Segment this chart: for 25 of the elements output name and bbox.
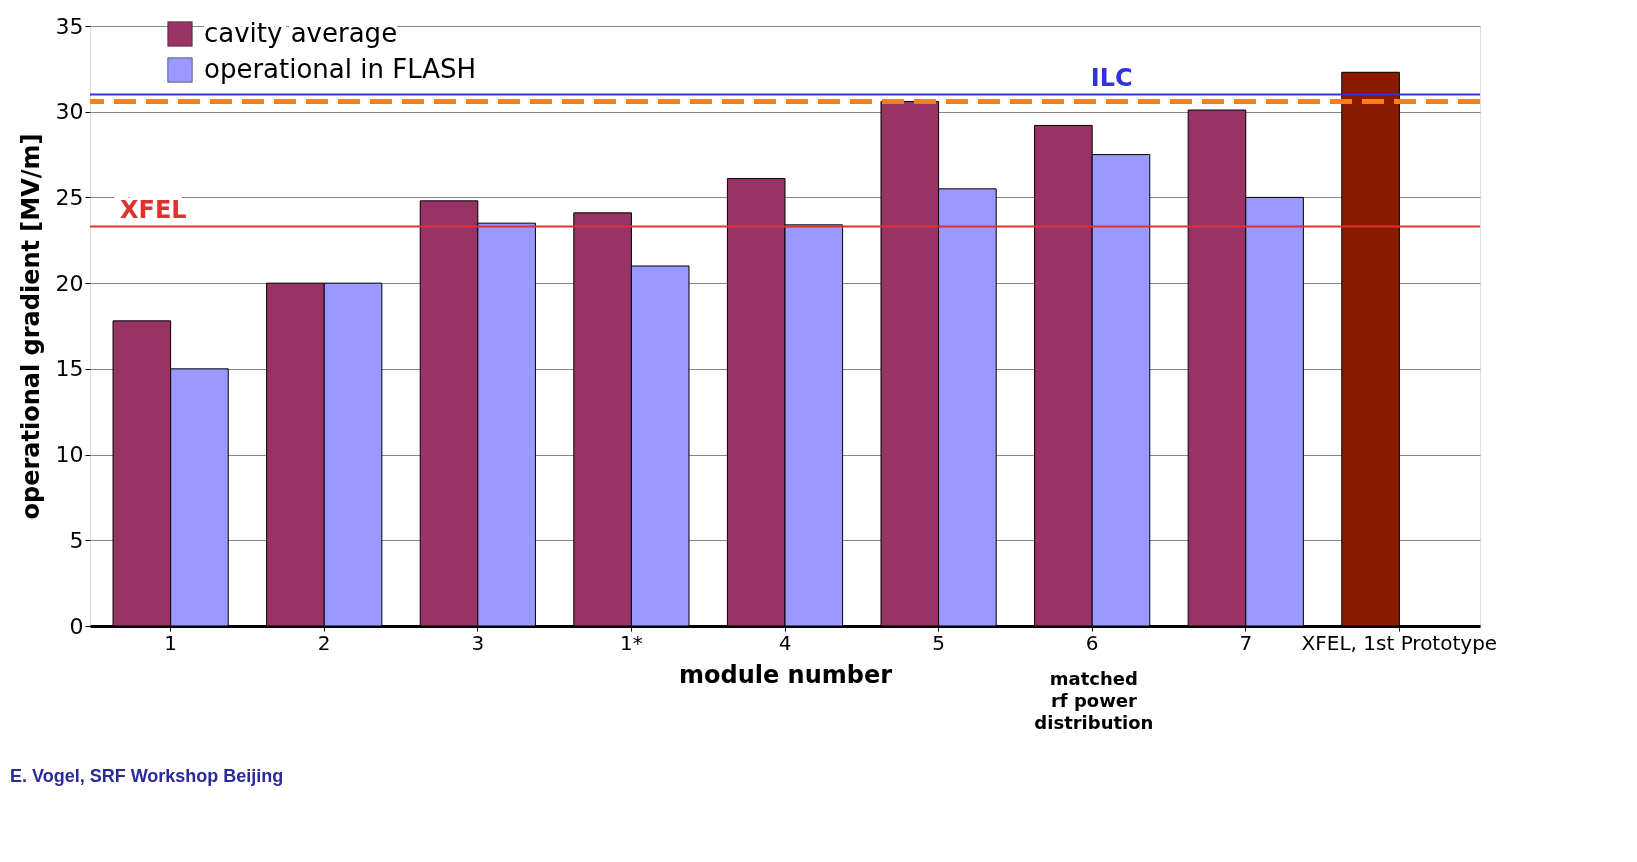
y-tick-label: 35 (55, 13, 84, 39)
text: matched rf power distribution (1034, 668, 1154, 733)
x-tick-label: 7 (1239, 630, 1253, 655)
y-tick-label: 0 (69, 613, 84, 639)
x-tick-label: XFEL, 1st Prototype (1301, 630, 1498, 655)
x-tick-label: 2 (317, 630, 331, 655)
y-tick-label: 10 (55, 442, 84, 468)
ref-line-label: ILC (1090, 63, 1133, 92)
legend-label: operational in FLASH (204, 54, 477, 84)
y-tick-label: 5 (69, 527, 84, 553)
x-axis-title: module number (678, 660, 893, 689)
text: E. Vogel, SRF Workshop Beijing (10, 766, 284, 786)
x-tick-label: 4 (778, 630, 792, 655)
x-tick-label: 1 (164, 630, 177, 655)
y-tick-label: 25 (55, 184, 84, 210)
x-tick-label: 6 (1085, 630, 1099, 655)
legend-label: cavity average (204, 18, 398, 48)
ref-line-label: XFEL (120, 195, 187, 224)
x-tick-label: 1* (620, 630, 643, 655)
y-tick-label: 20 (55, 270, 84, 296)
x-tick-label: 5 (932, 630, 945, 655)
y-axis-title: operational gradient [MV/m] (16, 133, 45, 520)
y-tick-label: 15 (55, 356, 84, 382)
y-tick-label: 30 (55, 99, 84, 125)
x-tick-label: 3 (471, 630, 485, 655)
